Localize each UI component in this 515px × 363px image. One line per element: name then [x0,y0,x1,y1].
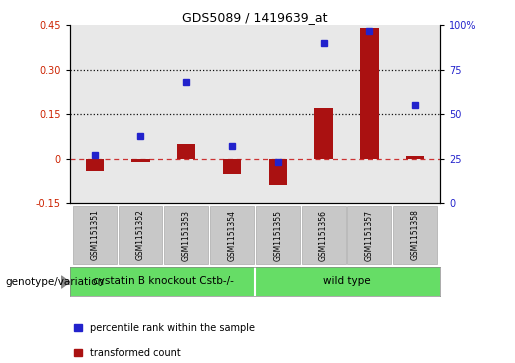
FancyBboxPatch shape [256,206,300,264]
FancyBboxPatch shape [302,206,346,264]
FancyBboxPatch shape [393,206,437,264]
Text: GSM1151352: GSM1151352 [136,209,145,261]
Bar [131,159,150,162]
Text: GSM1151357: GSM1151357 [365,209,374,261]
Text: GSM1151355: GSM1151355 [273,209,282,261]
FancyBboxPatch shape [210,206,254,264]
Bar [177,144,195,159]
Legend: percentile rank within the sample: percentile rank within the sample [74,323,255,333]
FancyBboxPatch shape [164,206,208,264]
Text: cystatin B knockout Cstb-/-: cystatin B knockout Cstb-/- [93,276,234,286]
FancyBboxPatch shape [118,206,162,264]
Title: GDS5089 / 1419639_at: GDS5089 / 1419639_at [182,11,328,24]
Text: GSM1151354: GSM1151354 [228,209,236,261]
Text: GSM1151353: GSM1151353 [182,209,191,261]
Bar [269,159,287,185]
Bar [315,109,333,159]
Polygon shape [61,276,70,288]
Bar [360,28,379,159]
FancyBboxPatch shape [348,206,391,264]
Text: GSM1151356: GSM1151356 [319,209,328,261]
Text: wild type: wild type [323,276,370,286]
Legend: transformed count: transformed count [74,348,181,358]
Text: GSM1151351: GSM1151351 [90,209,99,261]
Text: genotype/variation: genotype/variation [5,277,104,287]
Bar [406,156,424,159]
FancyBboxPatch shape [73,206,117,264]
Text: GSM1151358: GSM1151358 [410,209,420,261]
Bar [85,159,104,171]
Bar [223,159,241,174]
